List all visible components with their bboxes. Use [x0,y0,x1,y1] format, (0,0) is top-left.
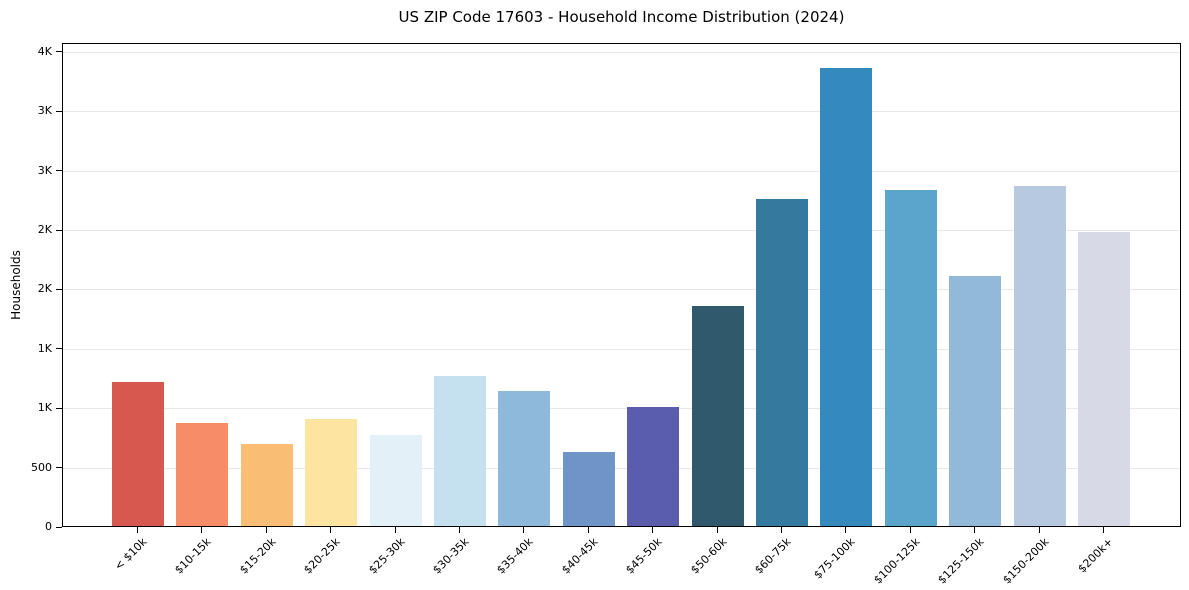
y-tick [56,288,62,290]
y-tick [56,407,62,409]
x-tick-label: $25-30k [366,535,408,577]
x-tick [1103,527,1104,533]
bar-200k [1078,232,1130,526]
y-tick [56,229,62,231]
bar-45-50k [627,407,679,526]
x-tick-label: < $10k [111,535,150,573]
bar-20-25k [305,419,357,526]
x-tick [330,527,331,533]
x-tick-label: $60-75k [752,535,794,577]
gridline [63,467,1180,469]
x-tick [201,527,202,533]
x-tick-label: $150-200k [1000,535,1052,587]
x-tick-label: $30-35k [430,535,472,577]
x-tick-label: $35-40k [494,535,536,577]
gridline [63,408,1180,410]
gridline [63,289,1180,291]
x-tick [137,527,138,533]
y-tick-label: 1K [37,341,52,355]
y-tick [56,170,62,172]
bar-10k [112,382,164,526]
x-tick-label: $125-150k [935,535,987,587]
y-tick [56,526,62,528]
x-tick [266,527,267,533]
y-tick-label: 3K [37,104,52,118]
x-tick-label: $50-60k [688,535,730,577]
x-tick-label: $100-125k [871,535,923,587]
bar-40-45k [563,452,615,526]
bar-100-125k [885,190,937,526]
y-tick [56,110,62,112]
y-tick-label: 4K [37,44,52,58]
x-tick-label: $10-15k [172,535,214,577]
x-tick [845,527,846,533]
gridline [63,348,1180,350]
bar-60-75k [756,199,808,526]
x-tick-label: $75-100k [811,535,858,582]
bar-25-30k [370,435,422,526]
bar-75-100k [820,68,872,526]
x-tick-label: $15-20k [237,535,279,577]
bar-10-15k [176,423,228,526]
bar-150-200k [1014,186,1066,526]
x-tick [974,527,975,533]
x-tick-label: $45-50k [623,535,665,577]
bar-50-60k [692,306,744,526]
x-tick [910,527,911,533]
gridline [63,51,1180,53]
bar-30-35k [434,376,486,526]
x-tick [459,527,460,533]
y-tick-label: 1K [37,401,52,415]
chart-title: US ZIP Code 17603 - Household Income Dis… [398,8,845,26]
x-tick [1039,527,1040,533]
bar-15-20k [241,444,293,526]
x-tick [395,527,396,533]
gridline [63,230,1180,232]
y-tick-label: 2K [37,282,52,296]
y-tick-label: 0 [45,520,52,533]
x-tick [717,527,718,533]
bar-125-150k [949,276,1001,526]
gridline [63,170,1180,172]
x-tick-label: $20-25k [301,535,343,577]
y-tick [56,467,62,469]
x-tick-label: $200k+ [1075,535,1116,576]
gridline [63,111,1180,113]
x-tick [652,527,653,533]
x-tick [523,527,524,533]
y-tick [56,51,62,53]
x-tick [781,527,782,533]
y-tick-label: 3K [37,163,52,177]
plot-area [62,43,1181,527]
y-tick-label: 500 [31,460,52,474]
bar-35-40k [498,391,550,526]
y-tick [56,348,62,350]
x-tick-label: $40-45k [559,535,601,577]
y-tick-label: 2K [37,223,52,237]
x-tick [588,527,589,533]
